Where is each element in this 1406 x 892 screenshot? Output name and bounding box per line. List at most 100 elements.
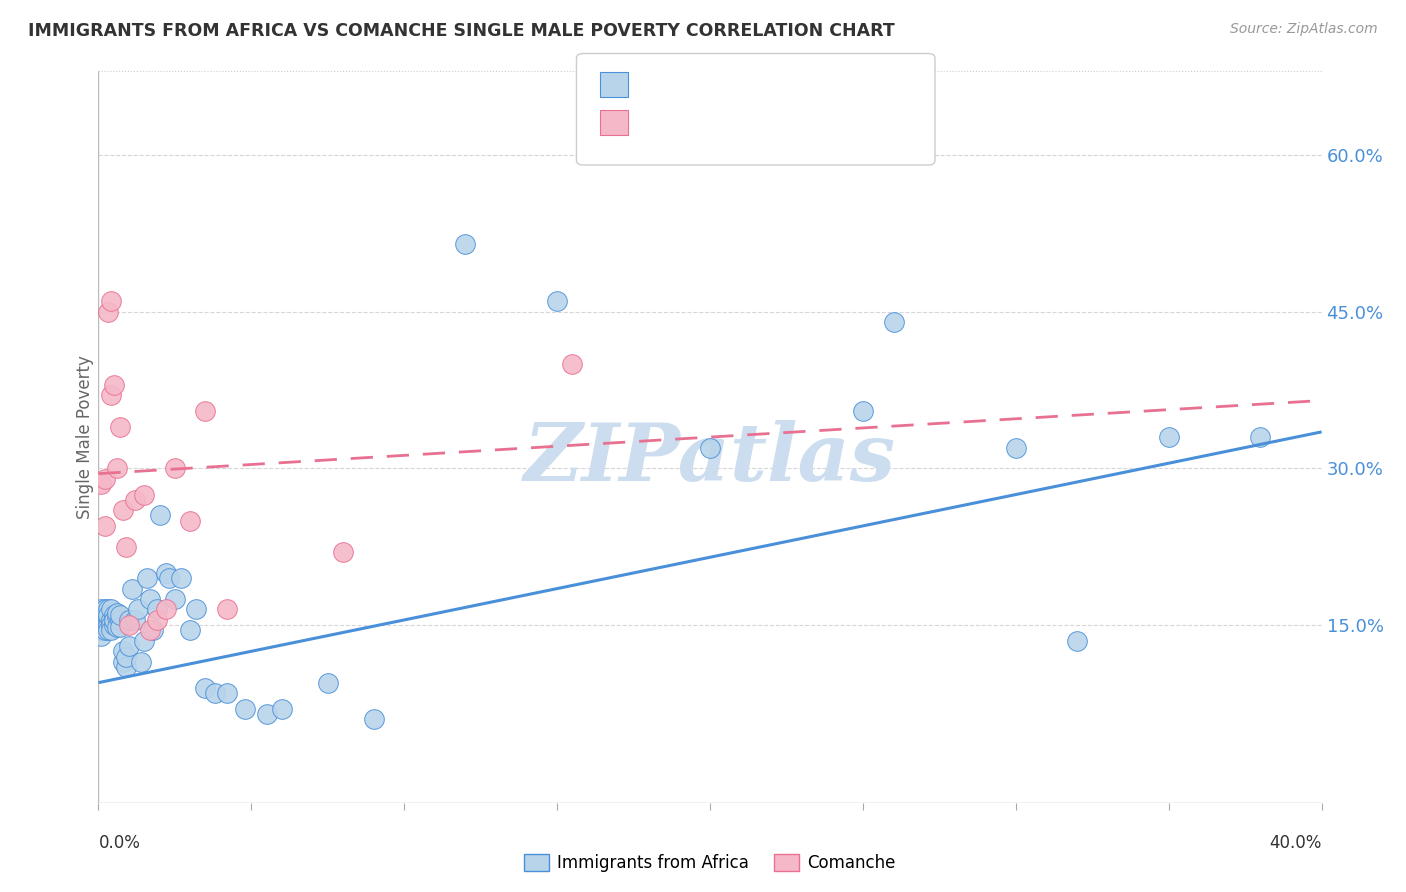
Point [155, 566, 177, 580]
Point [127, 602, 149, 616]
Text: 0.088: 0.088 [682, 113, 740, 131]
Text: R =: R = [643, 113, 682, 131]
Point [149, 508, 172, 523]
Text: N =: N = [748, 113, 806, 131]
Point [1249, 430, 1271, 444]
Point [105, 461, 128, 475]
Point [204, 686, 226, 700]
Point [90, 607, 112, 622]
Point [134, 633, 156, 648]
Point [363, 712, 385, 726]
Point [139, 624, 162, 638]
Point [546, 294, 568, 309]
Point [115, 660, 138, 674]
Point [124, 613, 146, 627]
Point [1004, 441, 1026, 455]
Point [108, 419, 131, 434]
Point [103, 377, 125, 392]
Point [134, 487, 156, 501]
Point [93, 607, 115, 622]
Point [316, 675, 339, 690]
Point [97, 602, 120, 616]
Text: 40.0%: 40.0% [1270, 834, 1322, 852]
Point [103, 618, 125, 632]
Point [97, 607, 120, 622]
Point [93, 613, 115, 627]
Point [100, 294, 122, 309]
Point [93, 613, 115, 627]
Point [93, 624, 115, 638]
Point [90, 602, 112, 616]
Point [215, 602, 238, 616]
Point [90, 629, 112, 643]
Text: 71: 71 [804, 76, 830, 94]
Point [561, 357, 583, 371]
Point [90, 613, 112, 627]
Text: 0.473: 0.473 [682, 76, 738, 94]
Point [103, 613, 125, 627]
Point [100, 624, 122, 638]
Text: 23: 23 [804, 113, 830, 131]
Point [90, 624, 112, 638]
Point [332, 545, 354, 559]
Point [186, 602, 208, 616]
Point [111, 644, 134, 658]
Point [699, 441, 721, 455]
Point [852, 404, 875, 418]
Point [90, 477, 112, 491]
Point [100, 618, 122, 632]
Point [97, 613, 120, 627]
Y-axis label: Single Male Poverty: Single Male Poverty [76, 355, 94, 519]
Point [111, 503, 134, 517]
Point [108, 620, 131, 634]
Text: 0.0%: 0.0% [98, 834, 141, 852]
Point [118, 613, 141, 627]
Point [179, 624, 201, 638]
Point [883, 315, 905, 329]
Point [142, 624, 165, 638]
Point [1157, 430, 1180, 444]
Point [139, 592, 162, 607]
Point [115, 649, 138, 664]
Text: IMMIGRANTS FROM AFRICA VS COMANCHE SINGLE MALE POVERTY CORRELATION CHART: IMMIGRANTS FROM AFRICA VS COMANCHE SINGL… [28, 22, 894, 40]
Point [105, 609, 128, 624]
Point [93, 618, 115, 632]
Point [97, 624, 120, 638]
Point [90, 613, 112, 627]
Point [194, 404, 217, 418]
Point [157, 571, 180, 585]
Point [118, 618, 141, 632]
Point [454, 236, 477, 251]
Point [103, 607, 125, 622]
Point [1066, 633, 1088, 648]
Point [100, 602, 122, 616]
Point [97, 304, 120, 318]
Point [118, 639, 141, 653]
Point [215, 686, 238, 700]
Point [115, 540, 138, 554]
Point [97, 618, 120, 632]
Point [163, 461, 186, 475]
Point [108, 607, 131, 622]
Point [179, 514, 201, 528]
Text: R =: R = [643, 76, 682, 94]
Legend: Immigrants from Africa, Comanche: Immigrants from Africa, Comanche [517, 847, 903, 879]
Point [105, 606, 128, 620]
Point [121, 582, 143, 596]
Text: N =: N = [748, 76, 806, 94]
Point [270, 702, 292, 716]
Point [145, 602, 167, 616]
Point [170, 571, 193, 585]
Point [100, 613, 122, 627]
Point [129, 655, 152, 669]
Point [233, 702, 256, 716]
Point [108, 613, 131, 627]
Point [124, 492, 146, 507]
Point [256, 706, 278, 721]
Point [194, 681, 217, 695]
Point [93, 519, 115, 533]
Point [136, 571, 159, 585]
Point [155, 602, 177, 616]
Point [111, 655, 134, 669]
Point [163, 592, 186, 607]
